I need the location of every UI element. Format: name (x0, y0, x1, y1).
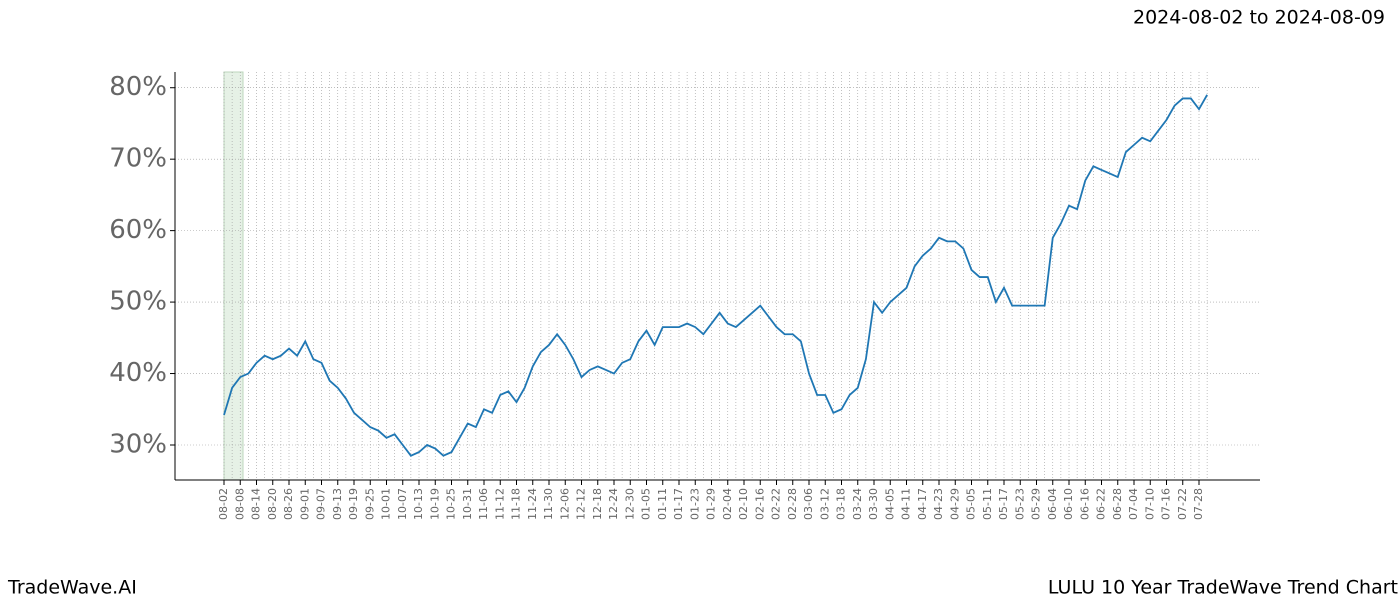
x-tick-label: 11-24 (526, 488, 539, 520)
x-tick-label: 10-25 (445, 488, 458, 520)
x-tick-label: 06-28 (1111, 488, 1124, 520)
x-tick-label: 05-23 (1013, 488, 1026, 520)
x-tick-label: 10-13 (412, 488, 425, 520)
x-tick-label: 02-16 (753, 488, 766, 520)
x-tick-label: 11-06 (477, 488, 490, 520)
x-tick-label: 03-30 (867, 488, 880, 520)
x-tick-label: 01-29 (705, 488, 718, 520)
trend-line (223, 94, 1208, 457)
footer-left: TradeWave.AI (7, 577, 137, 599)
footer-right: LULU 10 Year TradeWave Trend Chart (1048, 577, 1398, 599)
x-tick-label: 08-14 (250, 488, 263, 520)
x-tick-label: 05-17 (997, 488, 1010, 520)
x-tick-label: 03-06 (802, 488, 815, 520)
chart-title: 2024-08-02 to 2024-08-09 (1133, 7, 1385, 29)
x-tick-label: 09-01 (298, 488, 311, 520)
x-tick-label: 03-18 (835, 488, 848, 520)
x-tick-label: 11-30 (542, 488, 555, 520)
y-tick-label: 70% (109, 144, 167, 174)
x-tick-label: 05-29 (1030, 488, 1043, 520)
x-tick-label: 04-11 (900, 488, 913, 520)
x-tick-label: 07-04 (1127, 488, 1140, 520)
x-tick-label: 07-28 (1192, 488, 1205, 520)
y-tick-label: 40% (109, 358, 167, 388)
x-tick-label: 09-13 (331, 488, 344, 520)
x-tick-label: 09-25 (363, 488, 376, 520)
x-tick-label: 02-04 (721, 488, 734, 520)
x-tick-label: 06-10 (1062, 488, 1075, 520)
x-tick-label: 12-12 (575, 488, 588, 520)
x-tick-label: 01-11 (656, 488, 669, 520)
y-tick-label: 30% (109, 429, 167, 459)
x-tick-label: 07-16 (1160, 488, 1173, 520)
x-tick-label: 06-22 (1095, 488, 1108, 520)
x-tick-label: 03-24 (851, 488, 864, 520)
x-tick-label: 01-23 (688, 488, 701, 520)
x-tick-label: 01-05 (640, 488, 653, 520)
x-tick-label: 11-18 (510, 488, 523, 520)
x-tick-label: 10-19 (428, 488, 441, 520)
x-tick-label: 08-26 (282, 488, 295, 520)
x-tick-label: 05-05 (965, 488, 978, 520)
x-tick-label: 12-24 (607, 488, 620, 520)
x-tick-label: 06-04 (1046, 488, 1059, 520)
x-tick-label: 11-12 (493, 488, 506, 520)
y-tick-label: 60% (109, 215, 167, 245)
x-tick-label: 09-19 (347, 488, 360, 520)
x-tick-label: 10-31 (461, 488, 474, 520)
x-tick-label: 04-17 (916, 488, 929, 520)
y-tick-label: 80% (109, 72, 167, 102)
x-tick-label: 07-22 (1176, 488, 1189, 520)
x-tick-label: 05-11 (981, 488, 994, 520)
x-tick-label: 07-10 (1143, 488, 1156, 520)
y-tick-label: 50% (109, 287, 167, 317)
x-tick-label: 02-10 (737, 488, 750, 520)
x-tick-label: 12-06 (558, 488, 571, 520)
x-tick-label: 08-08 (233, 488, 246, 520)
x-tick-label: 04-23 (932, 488, 945, 520)
x-tick-label: 01-17 (672, 488, 685, 520)
x-tick-label: 04-05 (883, 488, 896, 520)
x-tick-label: 08-20 (266, 488, 279, 520)
x-tick-label: 10-01 (380, 488, 393, 520)
x-tick-label: 02-22 (770, 488, 783, 520)
x-tick-label: 02-28 (786, 488, 799, 520)
x-tick-label: 10-07 (396, 488, 409, 520)
x-tick-label: 09-07 (315, 488, 328, 520)
x-tick-label: 08-02 (217, 488, 230, 520)
x-tick-label: 03-12 (818, 488, 831, 520)
x-tick-label: 12-18 (591, 488, 604, 520)
x-tick-label: 04-29 (948, 488, 961, 520)
x-tick-label: 06-16 (1078, 488, 1091, 520)
x-tick-label: 12-30 (623, 488, 636, 520)
